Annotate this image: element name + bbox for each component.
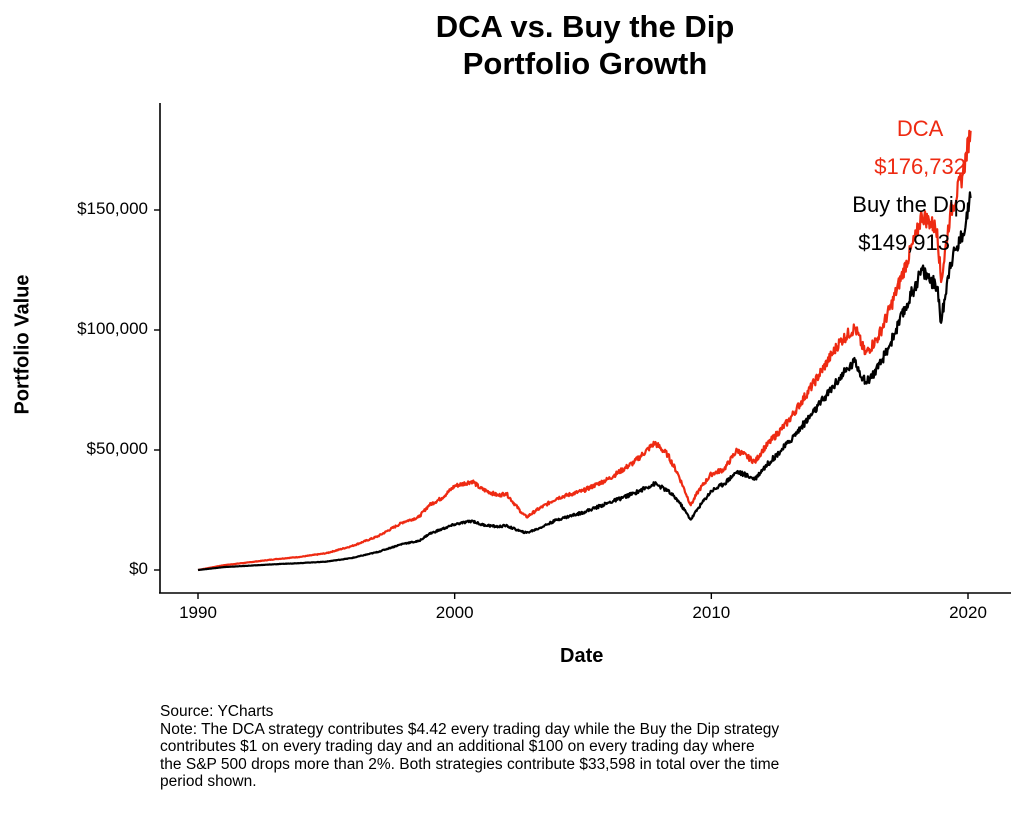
- series-line-buy-the-dip: [197, 191, 972, 572]
- x-tick-label: 2010: [692, 603, 731, 622]
- note-line: period shown.: [160, 773, 257, 790]
- note-line: contributes $1 on every trading day and …: [160, 738, 755, 755]
- chart-title: DCA vs. Buy the Dip Portfolio Growth: [0, 8, 1024, 82]
- series-layer: [197, 129, 972, 572]
- series-line-dca: [197, 129, 972, 572]
- dca-annotation: DCA $176,732: [874, 110, 966, 186]
- chart-caption: Source: YCharts Note: The DCA strategy c…: [160, 703, 960, 791]
- x-axis-label: Date: [560, 645, 604, 667]
- x-tick-label: 1990: [179, 603, 217, 622]
- x-tick-label: 2000: [435, 603, 474, 622]
- y-tick-label: $150,000: [77, 199, 148, 218]
- chart-title-line-2: Portfolio Growth: [462, 46, 708, 81]
- y-tick-label: $100,000: [77, 319, 148, 338]
- note-line: Note: The DCA strategy contributes $4.42…: [160, 720, 780, 738]
- source-text: Source: YCharts: [160, 703, 274, 720]
- note-line: the S&P 500 drops more than 2%. Both str…: [160, 755, 780, 773]
- dca-annotation-label: DCA: [896, 116, 944, 141]
- tick-layer: [154, 209, 969, 599]
- buy-the-dip-annotation: Buy the Dip $149,913: [852, 186, 966, 262]
- buy-the-dip-annotation-label: Buy the Dip: [852, 192, 966, 217]
- dca-annotation-value: $176,732: [874, 154, 966, 179]
- x-tick-label: 2020: [949, 603, 987, 622]
- buy-the-dip-annotation-value: $149,913: [858, 230, 950, 255]
- y-tick-label: $0: [129, 559, 148, 578]
- chart-title-line-1: DCA vs. Buy the Dip: [435, 9, 735, 44]
- y-axis-label: Portfolio Value: [11, 274, 34, 415]
- y-tick-label: $50,000: [86, 439, 148, 458]
